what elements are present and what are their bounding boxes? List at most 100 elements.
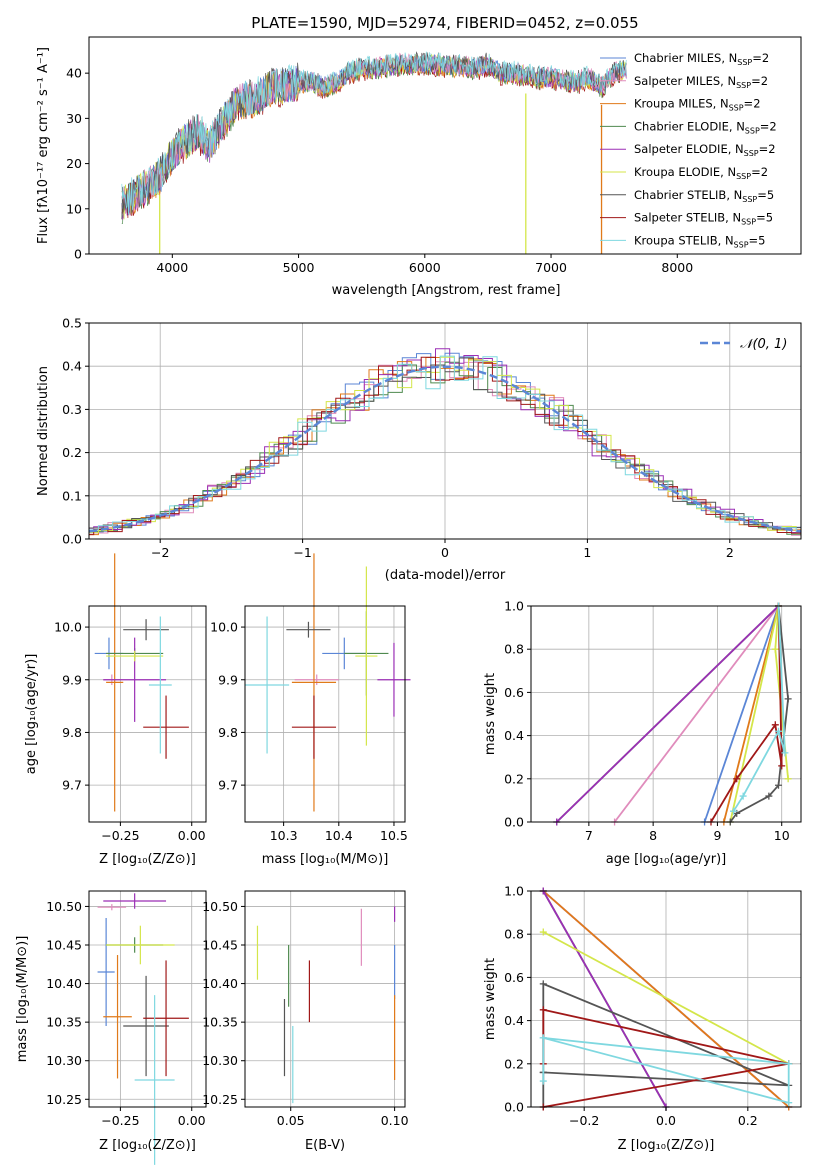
legend-separator: ,: [718, 233, 725, 247]
weight-line: [556, 605, 780, 823]
legend-prefix: N: [732, 211, 741, 225]
legend-nssp: 2: [769, 119, 776, 133]
legend-prefix: N: [735, 142, 744, 156]
legend-series-name: Salpeter STELIB: [634, 211, 725, 225]
x-axis-label: age [log₁₀(age/yr)]: [606, 852, 727, 867]
y-tick-label: 9.9: [62, 672, 82, 687]
legend-separator: ,: [729, 119, 736, 133]
spectrum-line: [121, 54, 627, 216]
y-tick-label: 40: [66, 66, 82, 81]
weight-marker: [775, 781, 782, 789]
y-tick-label: 10.50: [46, 899, 82, 914]
plot-frame: [88, 605, 207, 823]
legend-equals: =: [749, 233, 759, 247]
y-tick-label: 30: [66, 111, 82, 126]
y-tick-label: 0.2: [504, 1056, 524, 1071]
x-tick-label: 7: [585, 828, 593, 843]
x-tick-label: 6000: [409, 260, 441, 275]
legend-entry: Kroupa STELIB, NSSP=5: [634, 233, 766, 249]
legend-equals: =: [751, 74, 761, 88]
legend-series-name: Salpeter MILES: [634, 74, 720, 88]
weight-line: [542, 890, 667, 1108]
x-tick-label: 9: [713, 828, 721, 843]
legend-separator: ,: [725, 211, 732, 225]
weight-marker: [539, 928, 547, 936]
x-axis-label: E(B-V): [305, 1138, 345, 1153]
y-axis-label: Flux [fλ10⁻¹⁷ erg cm⁻² s⁻¹ A⁻¹]: [36, 47, 51, 244]
legend-separator: ,: [713, 97, 720, 111]
legend-entry: Kroupa MILES, NSSP=2: [634, 97, 761, 113]
y-axis-label: mass weight: [483, 958, 498, 1040]
x-tick-label: 0: [441, 545, 449, 560]
x-tick-label: 10.5: [380, 828, 408, 843]
plot-frame: [530, 605, 802, 823]
y-tick-label: 10.30: [202, 1053, 238, 1068]
weight-line: [732, 605, 786, 812]
y-tick-label: 0.0: [62, 532, 82, 547]
x-tick-label: 4000: [156, 260, 188, 275]
weight-marker: [739, 792, 747, 800]
spectrum-line: [121, 51, 627, 215]
weight-marker: [539, 1034, 547, 1042]
x-tick-label: 10.4: [325, 828, 353, 843]
legend-prefix: N: [734, 188, 743, 202]
legend-prefix: N: [727, 165, 736, 179]
weight-line: [542, 931, 790, 1065]
y-tick-label: 10: [66, 201, 82, 216]
x-tick-label: 0.00: [178, 828, 206, 843]
x-tick-label: 2: [726, 545, 734, 560]
legend-equals: =: [756, 211, 766, 225]
weight-marker: [778, 762, 786, 770]
gaussian-curve: [88, 365, 802, 533]
legend-series-name: Kroupa ELODIE: [634, 165, 720, 179]
y-tick-label: 10.0: [210, 620, 238, 635]
legend-entry: Chabrier MILES, NSSP=2: [634, 51, 769, 67]
y-tick-label: 0.0: [504, 815, 524, 830]
x-tick-label: 0.2: [738, 1113, 758, 1128]
legend-nssp: 5: [766, 211, 773, 225]
legend-subscript: SSP: [736, 172, 751, 181]
weight-marker: [781, 749, 789, 757]
histogram-step: [89, 356, 801, 536]
y-tick-label: 9.7: [62, 778, 82, 793]
legend-subscript: SSP: [742, 195, 757, 204]
legend-series-name: Salpeter ELODIE: [634, 142, 728, 156]
legend-separator: ,: [728, 142, 735, 156]
weight-marker: [539, 1077, 547, 1085]
y-tick-label: 0.5: [62, 316, 82, 331]
legend-nssp: 2: [753, 97, 760, 111]
y-tick-label: 0.4: [504, 1013, 524, 1028]
legend-subscript: SSP: [741, 218, 756, 227]
legend-entry: Salpeter MILES, NSSP=2: [634, 74, 768, 90]
y-tick-label: 0.6: [504, 970, 524, 985]
x-axis-label: Z [log₁₀(Z/Z⊙)]: [618, 1138, 715, 1153]
y-tick-label: 0.2: [62, 445, 82, 460]
y-tick-label: 10.0: [54, 620, 82, 635]
x-tick-label: 0.00: [178, 1113, 206, 1128]
weight-line: [703, 605, 780, 823]
legend-subscript: SSP: [737, 58, 752, 67]
weight-marker: [785, 1060, 793, 1068]
weight-line: [723, 605, 780, 823]
x-tick-label: −1: [293, 545, 311, 560]
y-tick-label: 0: [74, 247, 82, 262]
x-tick-label: −0.25: [101, 1113, 139, 1128]
legend-series-name: Chabrier MILES: [634, 51, 721, 65]
y-tick-label: 0.2: [504, 771, 524, 786]
legend-equals: =: [759, 142, 769, 156]
y-tick-label: 1.0: [504, 884, 524, 899]
legend-subscript: SSP: [745, 126, 760, 135]
weight-marker: [784, 695, 792, 703]
legend-prefix: N: [736, 119, 745, 133]
x-axis-label: Z [log₁₀(Z/Z⊙)]: [99, 852, 196, 867]
weight-marker: [765, 792, 773, 800]
legend-separator: ,: [726, 188, 733, 202]
y-tick-label: 10.25: [46, 1092, 82, 1107]
weight-line: [729, 605, 790, 823]
y-axis-label: mass weight: [483, 673, 498, 755]
y-tick-label: 10.35: [46, 1015, 82, 1030]
legend-entry: Salpeter STELIB, NSSP=5: [634, 211, 773, 227]
y-tick-label: 9.8: [218, 725, 238, 740]
y-tick-label: 0.1: [62, 488, 82, 503]
y-tick-label: 10.40: [46, 976, 82, 991]
